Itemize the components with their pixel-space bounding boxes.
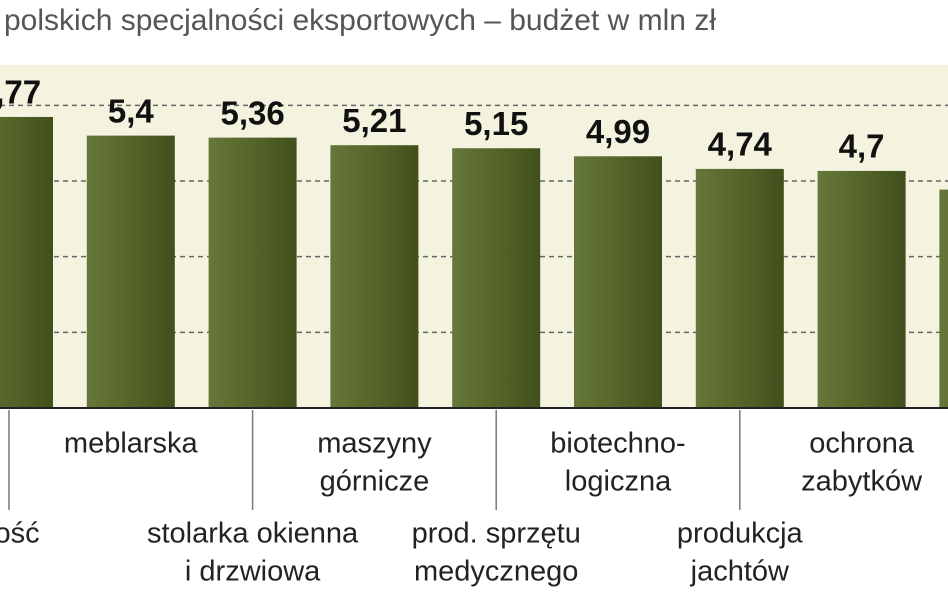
x-tick-label: ność: [0, 518, 40, 550]
x-tick-label: ochrona: [809, 428, 915, 460]
value-label: 5,15: [464, 105, 528, 142]
value-label: 5,77: [0, 74, 41, 111]
x-tick-label: maszyny: [317, 428, 432, 460]
x-tick-label: zabytków: [801, 466, 923, 498]
value-label: 5,4: [108, 92, 155, 129]
x-tick-label: górnicze: [320, 466, 430, 498]
bar: [86, 135, 175, 408]
bar: [817, 170, 906, 408]
value-label: 5,21: [342, 102, 406, 139]
x-tick-label: biotechno-: [550, 428, 685, 460]
bar: [939, 189, 948, 408]
x-tick-label: prod. sprzętu: [412, 518, 581, 550]
x-tick-label: produkcja: [677, 518, 804, 550]
bar: [330, 145, 419, 408]
value-label: 5,36: [220, 94, 284, 131]
chart-title: polskich specjalności eksportowych – bud…: [4, 4, 716, 37]
value-label: 4,7: [839, 128, 885, 165]
x-tick-label: i drzwiowa: [185, 556, 321, 588]
bar: [208, 137, 297, 408]
x-tick-label: logiczna: [565, 466, 672, 498]
x-tick-label: jachtów: [690, 556, 790, 588]
bar: [0, 116, 53, 409]
bar: [695, 168, 784, 408]
x-tick-label: meblarska: [64, 428, 199, 460]
x-tick-label: medycznego: [414, 556, 578, 588]
x-tick-label: stolarka okienna: [147, 518, 359, 550]
bar: [574, 156, 662, 408]
value-label: 4,74: [708, 126, 773, 163]
bar: [452, 148, 541, 408]
value-label: 4,99: [586, 113, 650, 150]
